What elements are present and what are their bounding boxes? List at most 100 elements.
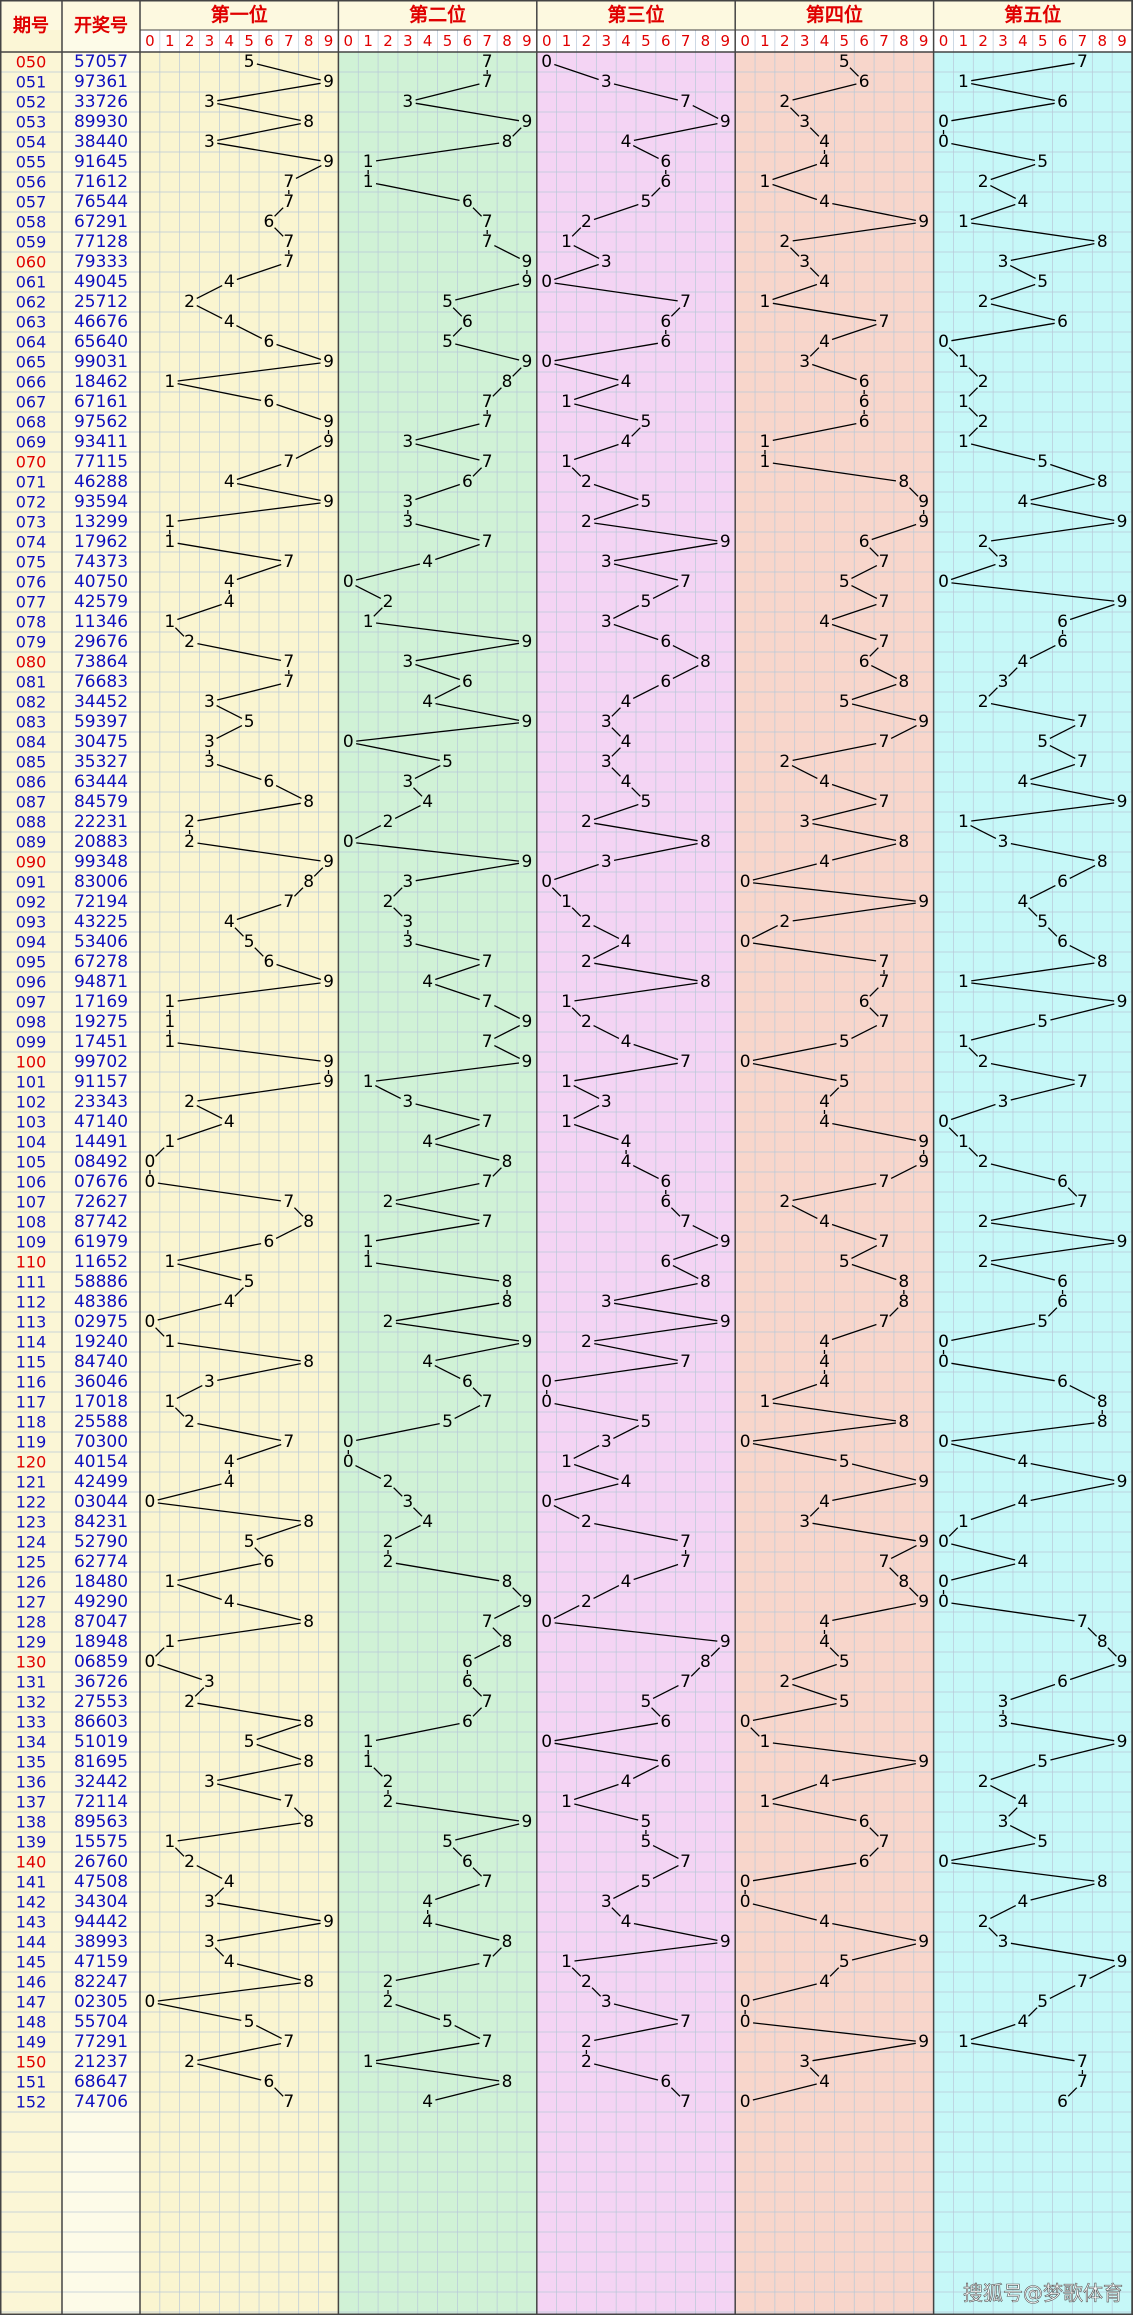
digit: 2	[581, 212, 592, 232]
digit: 9	[323, 492, 334, 512]
trend-line	[373, 1767, 383, 1777]
period: 088	[16, 813, 47, 832]
digit: 9	[323, 352, 334, 372]
period: 075	[16, 553, 47, 572]
digit: 7	[482, 2032, 493, 2052]
trend-line	[355, 825, 382, 839]
digit: 7	[1077, 712, 1088, 732]
trend-line	[375, 1085, 401, 1099]
trend-line	[217, 142, 321, 162]
trend-line	[472, 1867, 483, 1877]
draw-number: 06859	[74, 1652, 128, 1672]
digit: 1	[561, 232, 572, 252]
trend-line	[554, 282, 678, 302]
digit: 7	[283, 452, 294, 472]
period: 065	[16, 353, 47, 372]
trend-line	[435, 2083, 500, 2101]
trend-line	[968, 367, 979, 377]
draw-number: 26760	[74, 1852, 128, 1872]
trend-line	[692, 105, 719, 119]
digit: 2	[581, 1012, 592, 1032]
period: 126	[16, 1573, 47, 1592]
trend-line	[851, 585, 878, 599]
digit: 5	[641, 1872, 652, 1892]
digit: 2	[383, 1472, 394, 1492]
trend-line	[633, 122, 718, 142]
period: 055	[16, 153, 47, 172]
trend-line	[889, 1307, 899, 1317]
digit: 1	[561, 1952, 572, 1972]
digit-header: 2	[582, 32, 592, 50]
digit: 9	[1117, 512, 1128, 532]
digit: 4	[819, 612, 830, 632]
trend-line	[772, 1742, 916, 1762]
digit: 7	[680, 1532, 691, 1552]
digit: 3	[998, 552, 1009, 572]
digit: 2	[581, 472, 592, 492]
digit: 4	[1017, 1892, 1028, 1912]
period: 113	[16, 1313, 47, 1332]
digit: 7	[283, 192, 294, 212]
draw-number: 72627	[74, 1192, 128, 1212]
trend-line	[772, 1402, 897, 1422]
trend-line	[970, 825, 997, 839]
trend-line	[812, 2042, 916, 2062]
trend-line	[356, 742, 440, 762]
trend-line	[571, 907, 582, 917]
digit: 1	[164, 1572, 175, 1592]
digit: 8	[898, 832, 909, 852]
digit: 8	[502, 1292, 513, 1312]
digit: 4	[819, 1972, 830, 1992]
digit: 4	[1017, 652, 1028, 672]
digit: 3	[402, 512, 413, 532]
digit: 1	[958, 392, 969, 412]
digit: 9	[720, 532, 731, 552]
trend-line	[455, 343, 520, 361]
trend-line	[670, 2087, 681, 2097]
draw-number: 17962	[74, 532, 128, 552]
draw-number: 08492	[74, 1152, 128, 1172]
digit: 7	[680, 1052, 691, 1072]
digit: 3	[601, 1092, 612, 1112]
period: 060	[16, 253, 47, 272]
trend-line	[632, 1165, 659, 1179]
trend-line	[1030, 1482, 1115, 1502]
digit: 1	[958, 1132, 969, 1152]
digit-header: 7	[482, 32, 492, 50]
digit: 7	[879, 1012, 890, 1032]
draw-number: 65640	[74, 332, 128, 352]
digit: 6	[1057, 1372, 1068, 1392]
digit: 1	[760, 292, 771, 312]
trend-line	[414, 765, 441, 779]
trend-line	[613, 2003, 679, 2021]
trend-line	[1030, 1883, 1095, 1901]
digit: 2	[779, 912, 790, 932]
trend-line	[752, 1983, 817, 2001]
digit: 7	[1077, 1972, 1088, 1992]
draw-number: 23343	[74, 1092, 128, 1112]
draw-number: 46676	[74, 312, 128, 332]
period: 109	[16, 1233, 47, 1252]
period: 096	[16, 973, 47, 992]
trend-line	[670, 307, 681, 317]
trend-line	[435, 1143, 500, 1161]
digit: 4	[224, 1872, 235, 1892]
watermark: 搜狐号@梦歌体育	[963, 2281, 1123, 2305]
period: 083	[16, 713, 47, 732]
digit: 9	[323, 852, 334, 872]
digit: 6	[264, 212, 275, 232]
digit: 5	[244, 712, 255, 732]
digit: 9	[918, 492, 929, 512]
trend-line	[951, 102, 1055, 122]
trend-line	[573, 245, 600, 259]
trend-line	[1008, 1807, 1018, 1817]
digit: 9	[323, 1072, 334, 1092]
trend-line	[594, 1342, 678, 1362]
digit: 6	[859, 372, 870, 392]
trend-line	[593, 803, 639, 821]
digit: 5	[839, 52, 850, 72]
trend-line	[752, 1903, 817, 1921]
draw-number: 36046	[74, 1372, 128, 1392]
digit: 1	[363, 1252, 374, 1272]
digit: 5	[839, 1252, 850, 1272]
